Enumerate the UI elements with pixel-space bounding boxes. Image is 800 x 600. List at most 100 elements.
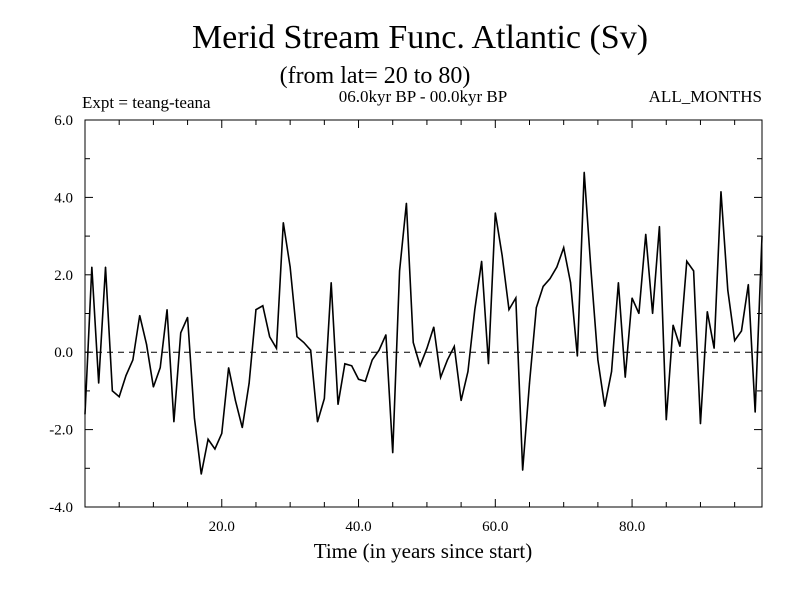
data-point: [522, 469, 524, 471]
data-point: [398, 270, 401, 272]
experiment-label: Expt = teang-teana: [82, 93, 211, 112]
data-point: [289, 266, 291, 268]
data-point: [446, 359, 449, 361]
data-point: [125, 374, 127, 377]
data-point: [460, 399, 462, 402]
data-point: [583, 171, 585, 173]
data-point: [385, 334, 387, 336]
data-point: [255, 309, 257, 311]
data-point: [665, 419, 667, 421]
data-point: [159, 367, 161, 369]
data-point: [330, 281, 332, 284]
x-tick-label: 80.0: [619, 519, 645, 535]
data-point: [180, 332, 182, 334]
y-tick-label: 6.0: [54, 113, 73, 129]
data-point: [357, 378, 360, 380]
data-point: [597, 359, 599, 361]
data-point: [467, 370, 469, 373]
data-point: [392, 452, 394, 454]
y-tick-labels: -4.0 -2.0 0.0 2.0 4.0 6.0: [49, 113, 73, 516]
data-point: [221, 432, 223, 435]
data-point: [740, 330, 743, 332]
chart-title: Merid Stream Func. Atlantic (Sv): [192, 19, 648, 56]
data-point: [556, 266, 558, 268]
data-point: [296, 336, 298, 338]
data-point: [651, 312, 654, 315]
y-tick-label: -2.0: [49, 423, 73, 439]
data-point: [617, 281, 619, 284]
data-point: [214, 448, 216, 450]
data-point: [132, 359, 134, 361]
x-tick-label: 40.0: [345, 519, 371, 535]
data-point: [207, 438, 209, 440]
data-point: [569, 281, 572, 284]
data-point: [173, 421, 175, 423]
data-point: [433, 326, 435, 328]
data-point: [262, 305, 264, 307]
data-point: [528, 382, 531, 384]
data-point: [364, 380, 366, 382]
data-point: [645, 233, 647, 235]
data-point: [200, 473, 202, 475]
data-point: [439, 376, 442, 378]
x-tick-labels: 20.0 40.0 60.0 80.0: [209, 519, 646, 535]
data-point: [624, 376, 626, 378]
data-point: [282, 221, 284, 224]
data-point: [747, 283, 749, 286]
data-point: [508, 309, 510, 311]
data-point: [337, 403, 339, 406]
data-point: [412, 341, 414, 344]
data-point: [303, 341, 305, 344]
data-point: [193, 417, 196, 419]
x-tick-label: 20.0: [209, 519, 235, 535]
data-point: [487, 363, 490, 365]
y-tick-label: 0.0: [54, 345, 73, 361]
data-point: [118, 396, 120, 398]
x-tick-label: 60.0: [482, 519, 508, 535]
data-point: [610, 370, 613, 373]
data-point: [693, 270, 695, 272]
data-points: [84, 171, 763, 475]
data-point: [241, 427, 243, 429]
data-point: [426, 347, 428, 349]
series-line: [84, 172, 763, 475]
chart-subtitle: (from lat= 20 to 80): [280, 63, 471, 89]
data-point: [713, 347, 715, 349]
data-point: [453, 345, 455, 347]
data-point: [631, 297, 633, 299]
data-point: [590, 270, 592, 272]
data-point: [535, 307, 537, 309]
data-point: [686, 260, 688, 262]
data-point: [699, 423, 702, 425]
data-point: [658, 225, 661, 228]
months-label: ALL_MONTHS: [649, 87, 762, 106]
data-point: [111, 390, 113, 392]
plot-frame: [84, 119, 763, 508]
data-point: [638, 312, 640, 315]
data-point: [515, 297, 517, 299]
data-point: [145, 343, 148, 346]
data-point: [248, 382, 250, 384]
data-point: [494, 212, 496, 214]
axis-ticks: [85, 119, 762, 508]
data-point: [563, 247, 565, 249]
data-point: [234, 399, 237, 402]
data-point: [186, 316, 189, 318]
data-point: [351, 365, 353, 367]
data-point: [734, 339, 736, 342]
y-tick-label: -4.0: [49, 500, 73, 516]
data-point: [371, 359, 373, 361]
y-tick-label: 2.0: [54, 268, 73, 284]
data-point: [310, 349, 312, 351]
data-point: [152, 386, 154, 388]
period-label: 06.0kyr BP - 00.0kyr BP: [339, 87, 507, 106]
data-point: [706, 310, 708, 313]
data-point: [679, 345, 681, 347]
data-point: [98, 382, 100, 384]
data-point: [91, 266, 93, 268]
data-point: [727, 289, 729, 291]
data-point: [228, 367, 230, 369]
data-point: [419, 365, 421, 367]
data-point: [576, 355, 578, 357]
